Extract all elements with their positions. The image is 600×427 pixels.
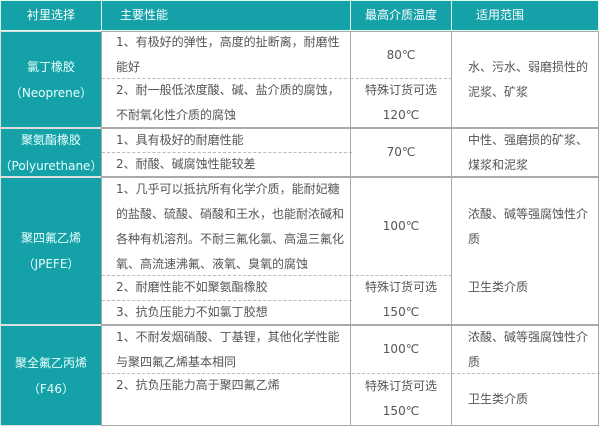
header-max-temp: 最高介质温度 [350, 0, 452, 31]
property-cell: 3、抗负压能力不如氯丁胶想 [101, 300, 351, 325]
scope-cell: 浓酸、碱等强腐蚀性介质 [451, 325, 599, 373]
temp-cell: 80℃ [350, 31, 452, 78]
temp-cell: 特殊订货可选 150℃ [350, 275, 452, 325]
property-cell: 1、不耐发烟硝酸、丁基锂，其他化学性能与聚四氟乙烯基本相同 [101, 325, 351, 373]
property-cell: 2、耐酸、碱腐蚀性能较差 [101, 152, 351, 177]
scope-cell: 卫生类介质 [451, 275, 599, 325]
lining-polyurethane: 聚氨酯橡胶 （Polyurethane） [0, 128, 102, 177]
temp-cell: 70℃ [350, 128, 452, 177]
property-cell: 2、耐磨性能不如聚氨酯橡胶 [101, 275, 351, 300]
property-cell: 2、耐一般低浓度酸、碱、盐介质的腐蚀，不耐氧化性介质的腐蚀 [101, 78, 351, 128]
divider [102, 152, 352, 153]
scope-cell: 浓酸、碱等强腐蚀性介质 [451, 177, 599, 275]
divider [102, 373, 600, 374]
property-cell: 1、几乎可以抵抗所有化学介质，能耐妃糖的盐酸、硫酸、硝酸和王水，也能耐浓碱和各种… [101, 177, 351, 275]
header-lining: 衬里选择 [0, 0, 102, 31]
header-scope: 适用范围 [451, 0, 599, 31]
property-cell: 2、抗负压能力高于聚四氟乙烯 [101, 373, 351, 426]
divider [102, 300, 352, 301]
temp-cell: 100℃ [350, 177, 452, 275]
lining-name: 氯丁橡胶 [26, 59, 75, 74]
temp-cell: 特殊订货可选 120℃ [350, 78, 452, 128]
scope-cell: 水、污水、弱磨损性的泥浆、矿浆 [451, 31, 599, 128]
divider [102, 78, 352, 79]
property-cell: 1、具有极好的耐磨性能 [101, 128, 351, 152]
scope-cell: 中性、强磨损的矿浆、煤浆和泥浆 [451, 128, 599, 177]
lining-ptfe: 聚四氟乙烯 （JPEFE） [0, 177, 102, 325]
divider [351, 275, 452, 276]
divider [102, 275, 352, 276]
temp-cell: 特殊订货可选 150℃ [350, 373, 452, 426]
temp-cell: 100℃ [350, 325, 452, 373]
lining-neoprene: 氯丁橡胶 （Neoprene） [0, 31, 102, 128]
property-cell: 1、有极好的弹性，高度的扯断离，耐磨性能好 [101, 31, 351, 78]
lining-f46: 聚全氟乙丙烯 （F46） [0, 325, 102, 426]
header-properties: 主要性能 [101, 0, 351, 31]
lining-code: （Neoprene） [9, 85, 93, 100]
scope-cell: 卫生类介质 [451, 373, 599, 426]
divider [351, 78, 452, 79]
